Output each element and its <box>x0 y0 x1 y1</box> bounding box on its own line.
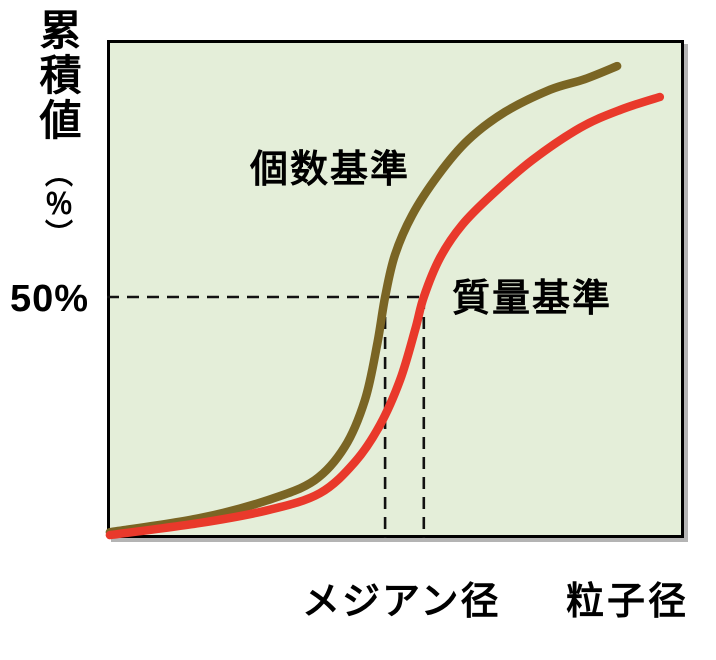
median-diameter-label: メジアン径 <box>302 581 501 623</box>
particle-diameter-label: 粒子径 <box>566 581 690 623</box>
number-basis-curve <box>105 61 622 537</box>
mass-basis-curve-label: 質量基準 <box>452 278 613 320</box>
y-tick-50-label: 50% <box>10 278 90 320</box>
y-axis-title: 累積値 （％） <box>26 8 88 249</box>
mass-basis-curve <box>105 92 665 540</box>
y-axis-unit-text: （％） <box>42 159 73 249</box>
y-axis-title-text: 累積値 <box>34 8 81 143</box>
number-basis-curve-label: 個数基準 <box>250 149 411 191</box>
